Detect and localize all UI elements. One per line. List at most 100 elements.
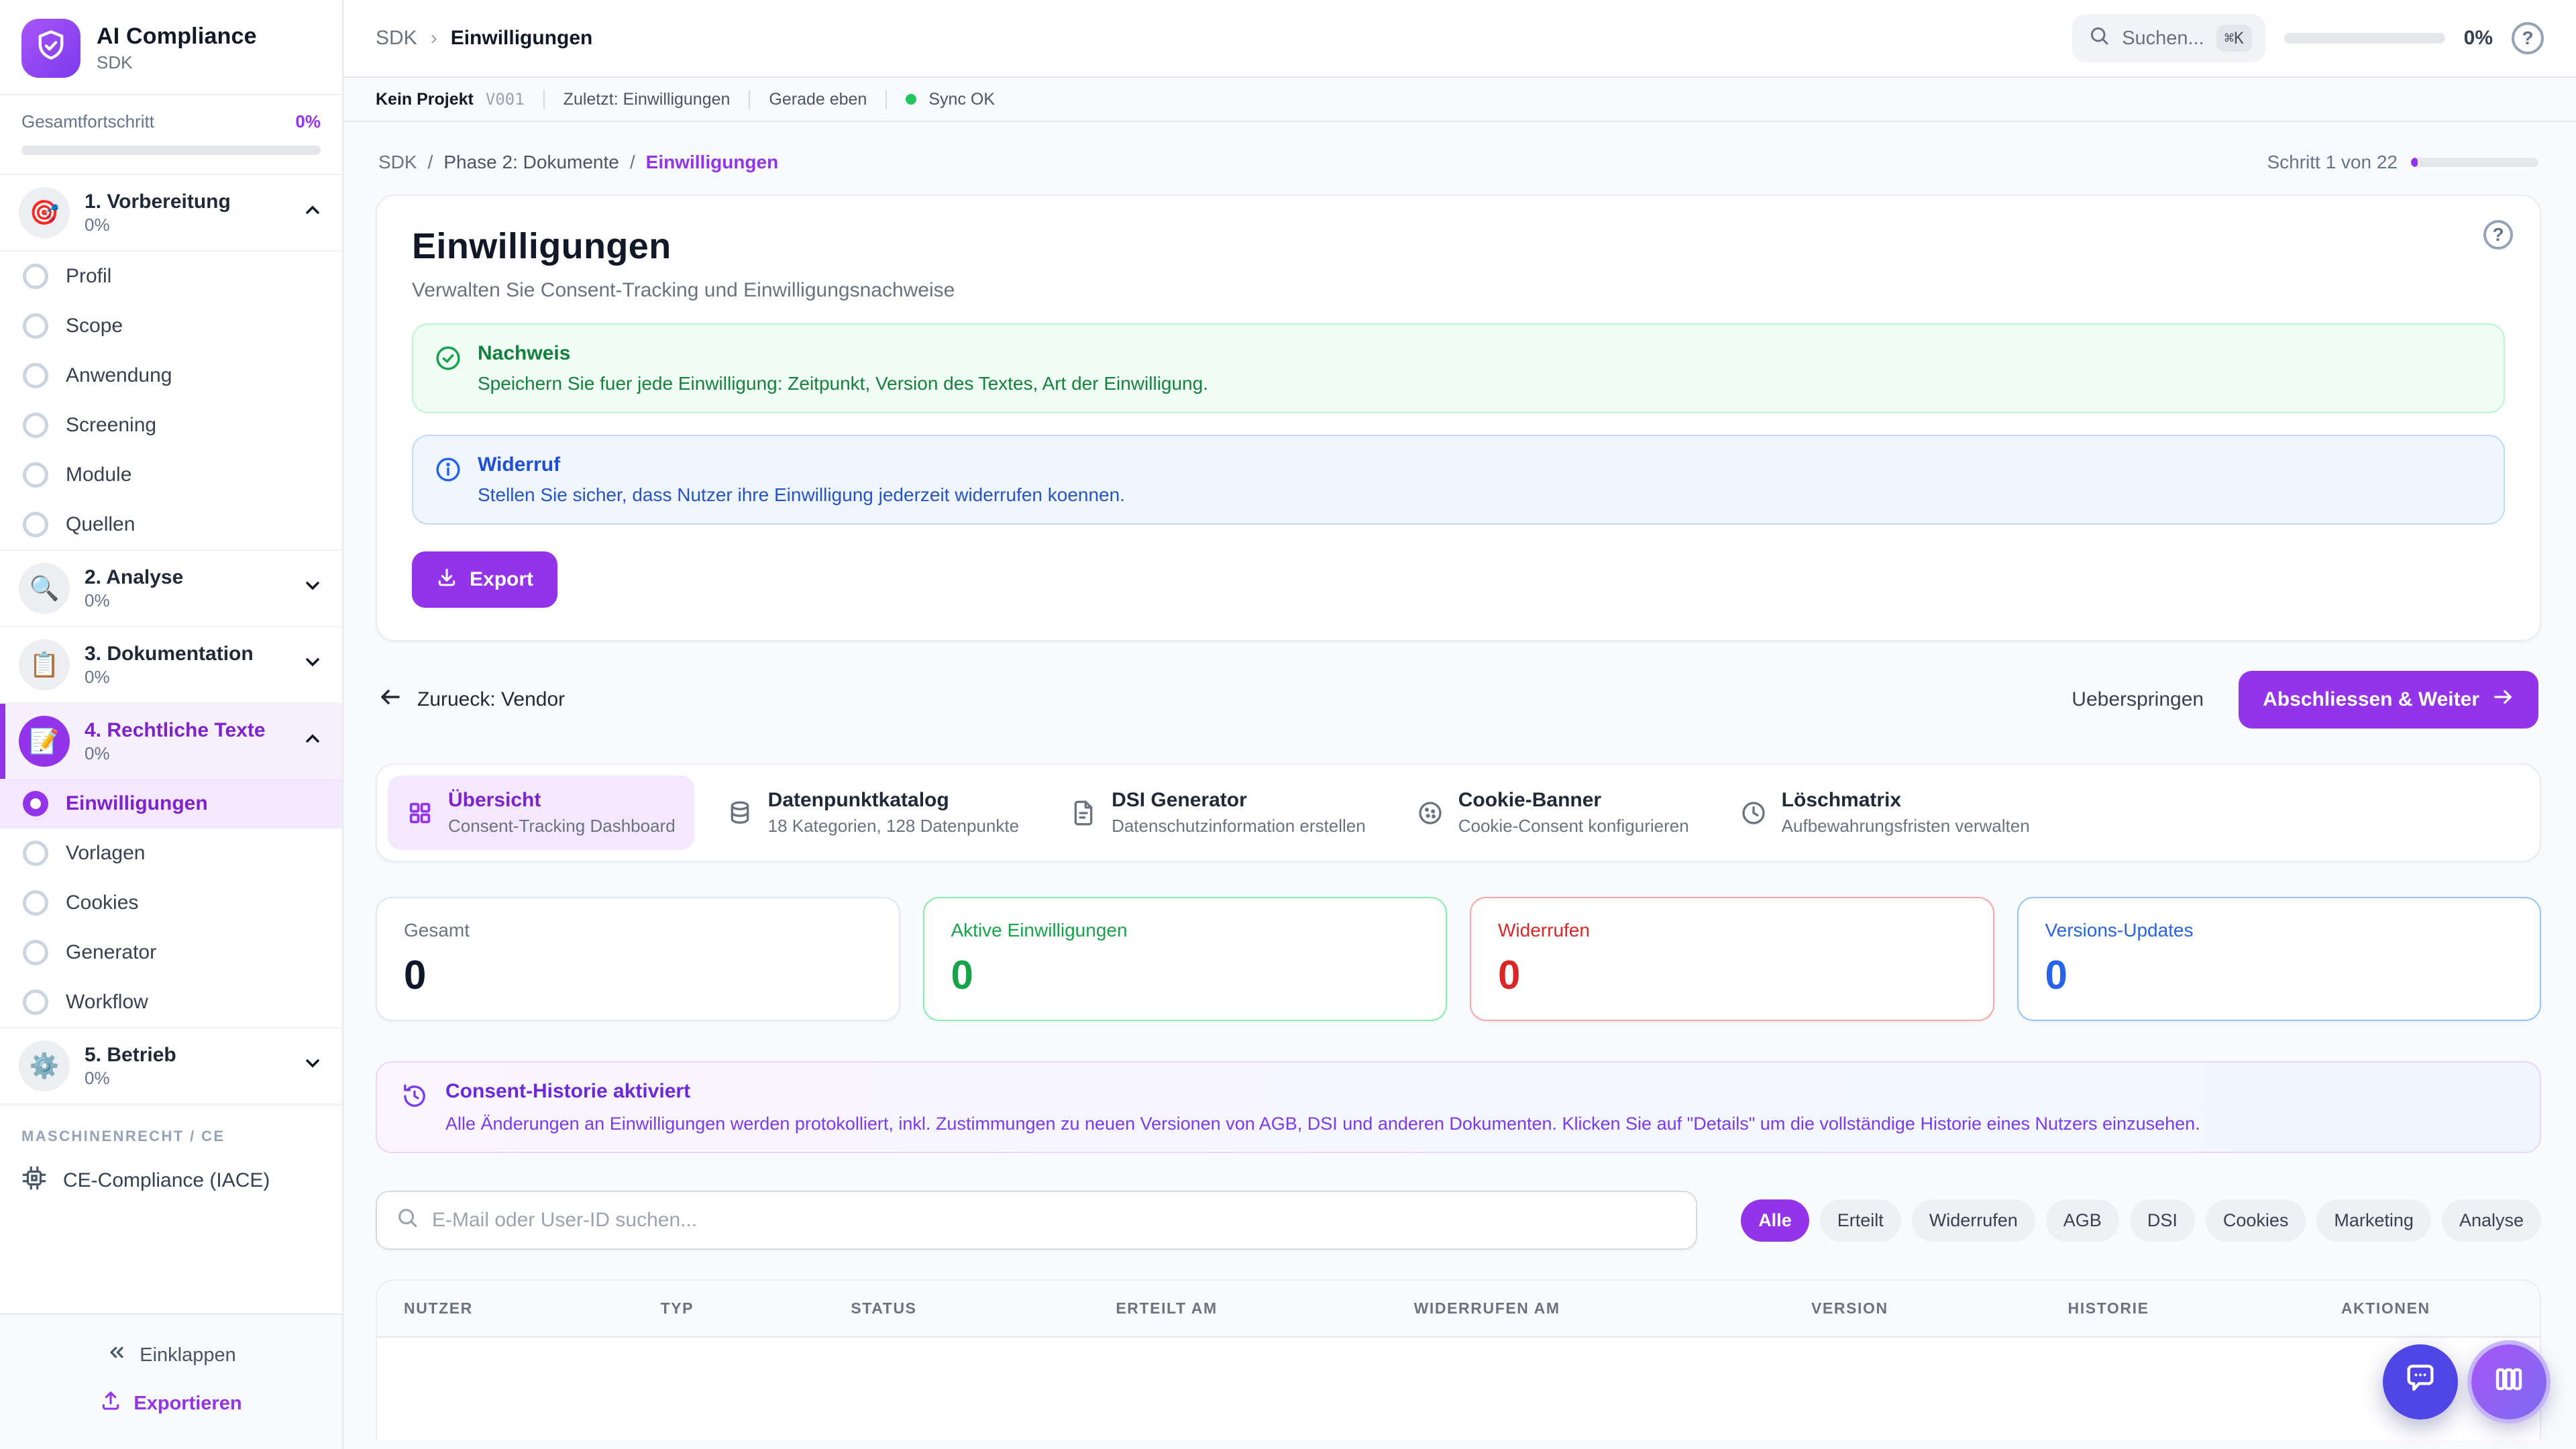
consents-table-header: Nutzer Typ Status Erteilt am Widerrufen …: [377, 1281, 2540, 1338]
col-nutzer: Nutzer: [404, 1299, 473, 1317]
complete-next-button[interactable]: Abschliessen & Weiter: [2239, 671, 2538, 729]
chevron-down-icon: [302, 575, 323, 602]
breadcrumb-home[interactable]: SDK: [376, 27, 417, 49]
database-icon: [727, 800, 753, 826]
sidebar-section-betrieb[interactable]: ⚙️ 5. Betrieb 0%: [0, 1028, 342, 1105]
columns-fab-button[interactable]: [2467, 1340, 2551, 1424]
info-circle-icon: [435, 456, 462, 506]
sidebar-item-anwendung[interactable]: Anwendung: [0, 351, 342, 400]
col-aktionen: Aktionen: [2341, 1299, 2430, 1317]
user-search-box: [376, 1191, 1697, 1250]
upload-icon: [100, 1390, 121, 1417]
filter-chips: Alle Erteilt Widerrufen AGB DSI Cookies …: [1741, 1199, 2541, 1242]
radio-icon: [23, 841, 48, 866]
widerruf-note: Widerruf Stellen Sie sicher, dass Nutzer…: [412, 435, 2505, 525]
sidebar-item-vorlagen[interactable]: Vorlagen: [0, 828, 342, 878]
tab-cookie-banner[interactable]: Cookie-Banner Cookie-Consent konfiguriere…: [1398, 775, 1708, 850]
project-name: Kein Projekt: [376, 89, 474, 109]
chat-fab-button[interactable]: [2383, 1344, 2458, 1419]
collapse-sidebar-button[interactable]: Einklappen: [0, 1331, 342, 1379]
filter-chip-cookies[interactable]: Cookies: [2205, 1199, 2306, 1242]
page-subtitle: Verwalten Sie Consent-Tracking und Einwi…: [412, 279, 955, 301]
sidebar: AI Compliance SDK Gesamtfortschritt 0% 🎯…: [0, 0, 343, 1449]
chevron-up-icon: [302, 728, 323, 755]
download-icon: [436, 566, 458, 593]
back-link[interactable]: Zurueck: Vendor: [378, 685, 565, 714]
radio-icon: [23, 413, 48, 438]
overall-progress-label: Gesamtfortschritt: [21, 111, 154, 131]
filter-chip-widerrufen[interactable]: Widerrufen: [1911, 1199, 2035, 1242]
last-visited: Zuletzt: Einwilligungen: [563, 89, 731, 109]
sidebar-item-scope[interactable]: Scope: [0, 301, 342, 351]
status-bar: Kein Projekt V001 Zuletzt: Einwilligungen…: [343, 78, 2576, 122]
global-search-placeholder: Suchen...: [2122, 27, 2204, 49]
sidebar-item-cookies[interactable]: Cookies: [0, 878, 342, 928]
filter-chip-erteilt[interactable]: Erteilt: [1819, 1199, 1901, 1242]
consents-table: Nutzer Typ Status Erteilt am Widerrufen …: [376, 1279, 2541, 1440]
last-time: Gerade eben: [769, 89, 867, 109]
filter-row: Alle Erteilt Widerrufen AGB DSI Cookies …: [376, 1191, 2541, 1250]
radio-icon: [23, 462, 48, 488]
tools-tab-bar: Übersicht Consent-Tracking Dashboard Date…: [376, 763, 2541, 862]
banner-text: Alle Änderungen an Einwilligungen werden…: [445, 1114, 2200, 1134]
filter-chip-alle[interactable]: Alle: [1741, 1199, 1809, 1242]
user-search-input[interactable]: [432, 1209, 1677, 1232]
columns-icon: [2493, 1363, 2525, 1401]
sidebar-item-einwilligungen[interactable]: Einwilligungen: [0, 779, 342, 828]
arrow-right-icon: [2491, 686, 2514, 714]
overall-progress: Gesamtfortschritt 0%: [0, 95, 342, 175]
consent-hero-card: Einwilligungen Verwalten Sie Consent-Tra…: [376, 195, 2541, 641]
sidebar-item-screening[interactable]: Screening: [0, 400, 342, 450]
page-crumb-phase[interactable]: Phase 2: Dokumente: [443, 152, 619, 172]
sidebar-item-profil[interactable]: Profil: [0, 252, 342, 301]
filter-chip-dsi[interactable]: DSI: [2129, 1199, 2195, 1242]
filter-chip-agb[interactable]: AGB: [2045, 1199, 2119, 1242]
sidebar-section-rechtliche-texte[interactable]: 📝 4. Rechtliche Texte 0%: [0, 704, 342, 779]
tab-uebersicht[interactable]: Übersicht Consent-Tracking Dashboard: [388, 775, 694, 850]
page-crumb-sdk[interactable]: SDK: [378, 152, 417, 172]
tab-loeschmatrix[interactable]: Löschmatrix Aufbewahrungsfristen verwalte…: [1721, 775, 2049, 850]
arrow-left-icon: [378, 685, 402, 714]
sidebar-item-quellen[interactable]: Quellen: [0, 500, 342, 551]
sidebar-section-analyse[interactable]: 🔍 2. Analyse 0%: [0, 551, 342, 627]
help-icon[interactable]: ?: [2512, 22, 2544, 54]
page-crumb-current: Einwilligungen: [645, 152, 779, 172]
header-progress-value: 0%: [2463, 27, 2493, 49]
sidebar-footer: Einklappen Exportieren: [0, 1313, 342, 1449]
radio-icon: [23, 264, 48, 289]
sidebar-section-dokumentation[interactable]: 📋 3. Dokumentation 0%: [0, 627, 342, 704]
check-circle-icon: [435, 345, 462, 394]
banner-title: Consent-Historie aktiviert: [445, 1080, 691, 1102]
export-sidebar-button[interactable]: Exportieren: [0, 1379, 342, 1428]
col-erteilt-am: Erteilt am: [1116, 1299, 1218, 1317]
tab-datenpunktkatalog[interactable]: Datenpunktkatalog 18 Kategorien, 128 Date…: [708, 775, 1038, 850]
sidebar-item-module[interactable]: Module: [0, 450, 342, 500]
search-icon: [2088, 25, 2110, 52]
sync-status-dot: [906, 94, 917, 105]
page-breadcrumb-row: SDK / Phase 2: Dokumente / Einwilligunge…: [378, 152, 2538, 173]
col-version: Version: [1811, 1299, 1888, 1317]
col-typ: Typ: [660, 1299, 694, 1317]
card-help-icon[interactable]: ?: [2483, 220, 2513, 250]
main-area: SDK › Einwilligungen Suchen... ⌘K 0% ? K…: [343, 0, 2576, 1449]
top-header: SDK › Einwilligungen Suchen... ⌘K 0% ?: [343, 0, 2576, 78]
consent-history-banner: Consent-Historie aktiviert Alle Änderung…: [376, 1061, 2541, 1153]
global-search[interactable]: Suchen... ⌘K: [2072, 14, 2265, 62]
shield-check-icon: [34, 28, 68, 68]
header-progress-bar: [2284, 33, 2445, 44]
breadcrumb: SDK › Einwilligungen: [376, 27, 2053, 50]
step-indicator: Schritt 1 von 22: [2267, 152, 2538, 173]
step-progress-bar: [2411, 158, 2538, 167]
filter-chip-analyse[interactable]: Analyse: [2441, 1199, 2541, 1242]
skip-button[interactable]: Ueberspringen: [2072, 688, 2204, 710]
sidebar-section-vorbereitung[interactable]: 🎯 1. Vorbereitung 0%: [0, 175, 342, 252]
sidebar-item-workflow[interactable]: Workflow: [0, 977, 342, 1028]
tab-dsi-generator[interactable]: DSI Generator Datenschutzinformation erst…: [1051, 775, 1385, 850]
export-button[interactable]: Export: [412, 551, 558, 608]
sidebar-item-generator[interactable]: Generator: [0, 928, 342, 977]
radio-icon: [23, 940, 48, 965]
filter-chip-marketing[interactable]: Marketing: [2316, 1199, 2431, 1242]
sidebar-item-ce-compliance[interactable]: CE-Compliance (IACE): [0, 1153, 342, 1214]
app-subtitle: SDK: [97, 52, 133, 72]
